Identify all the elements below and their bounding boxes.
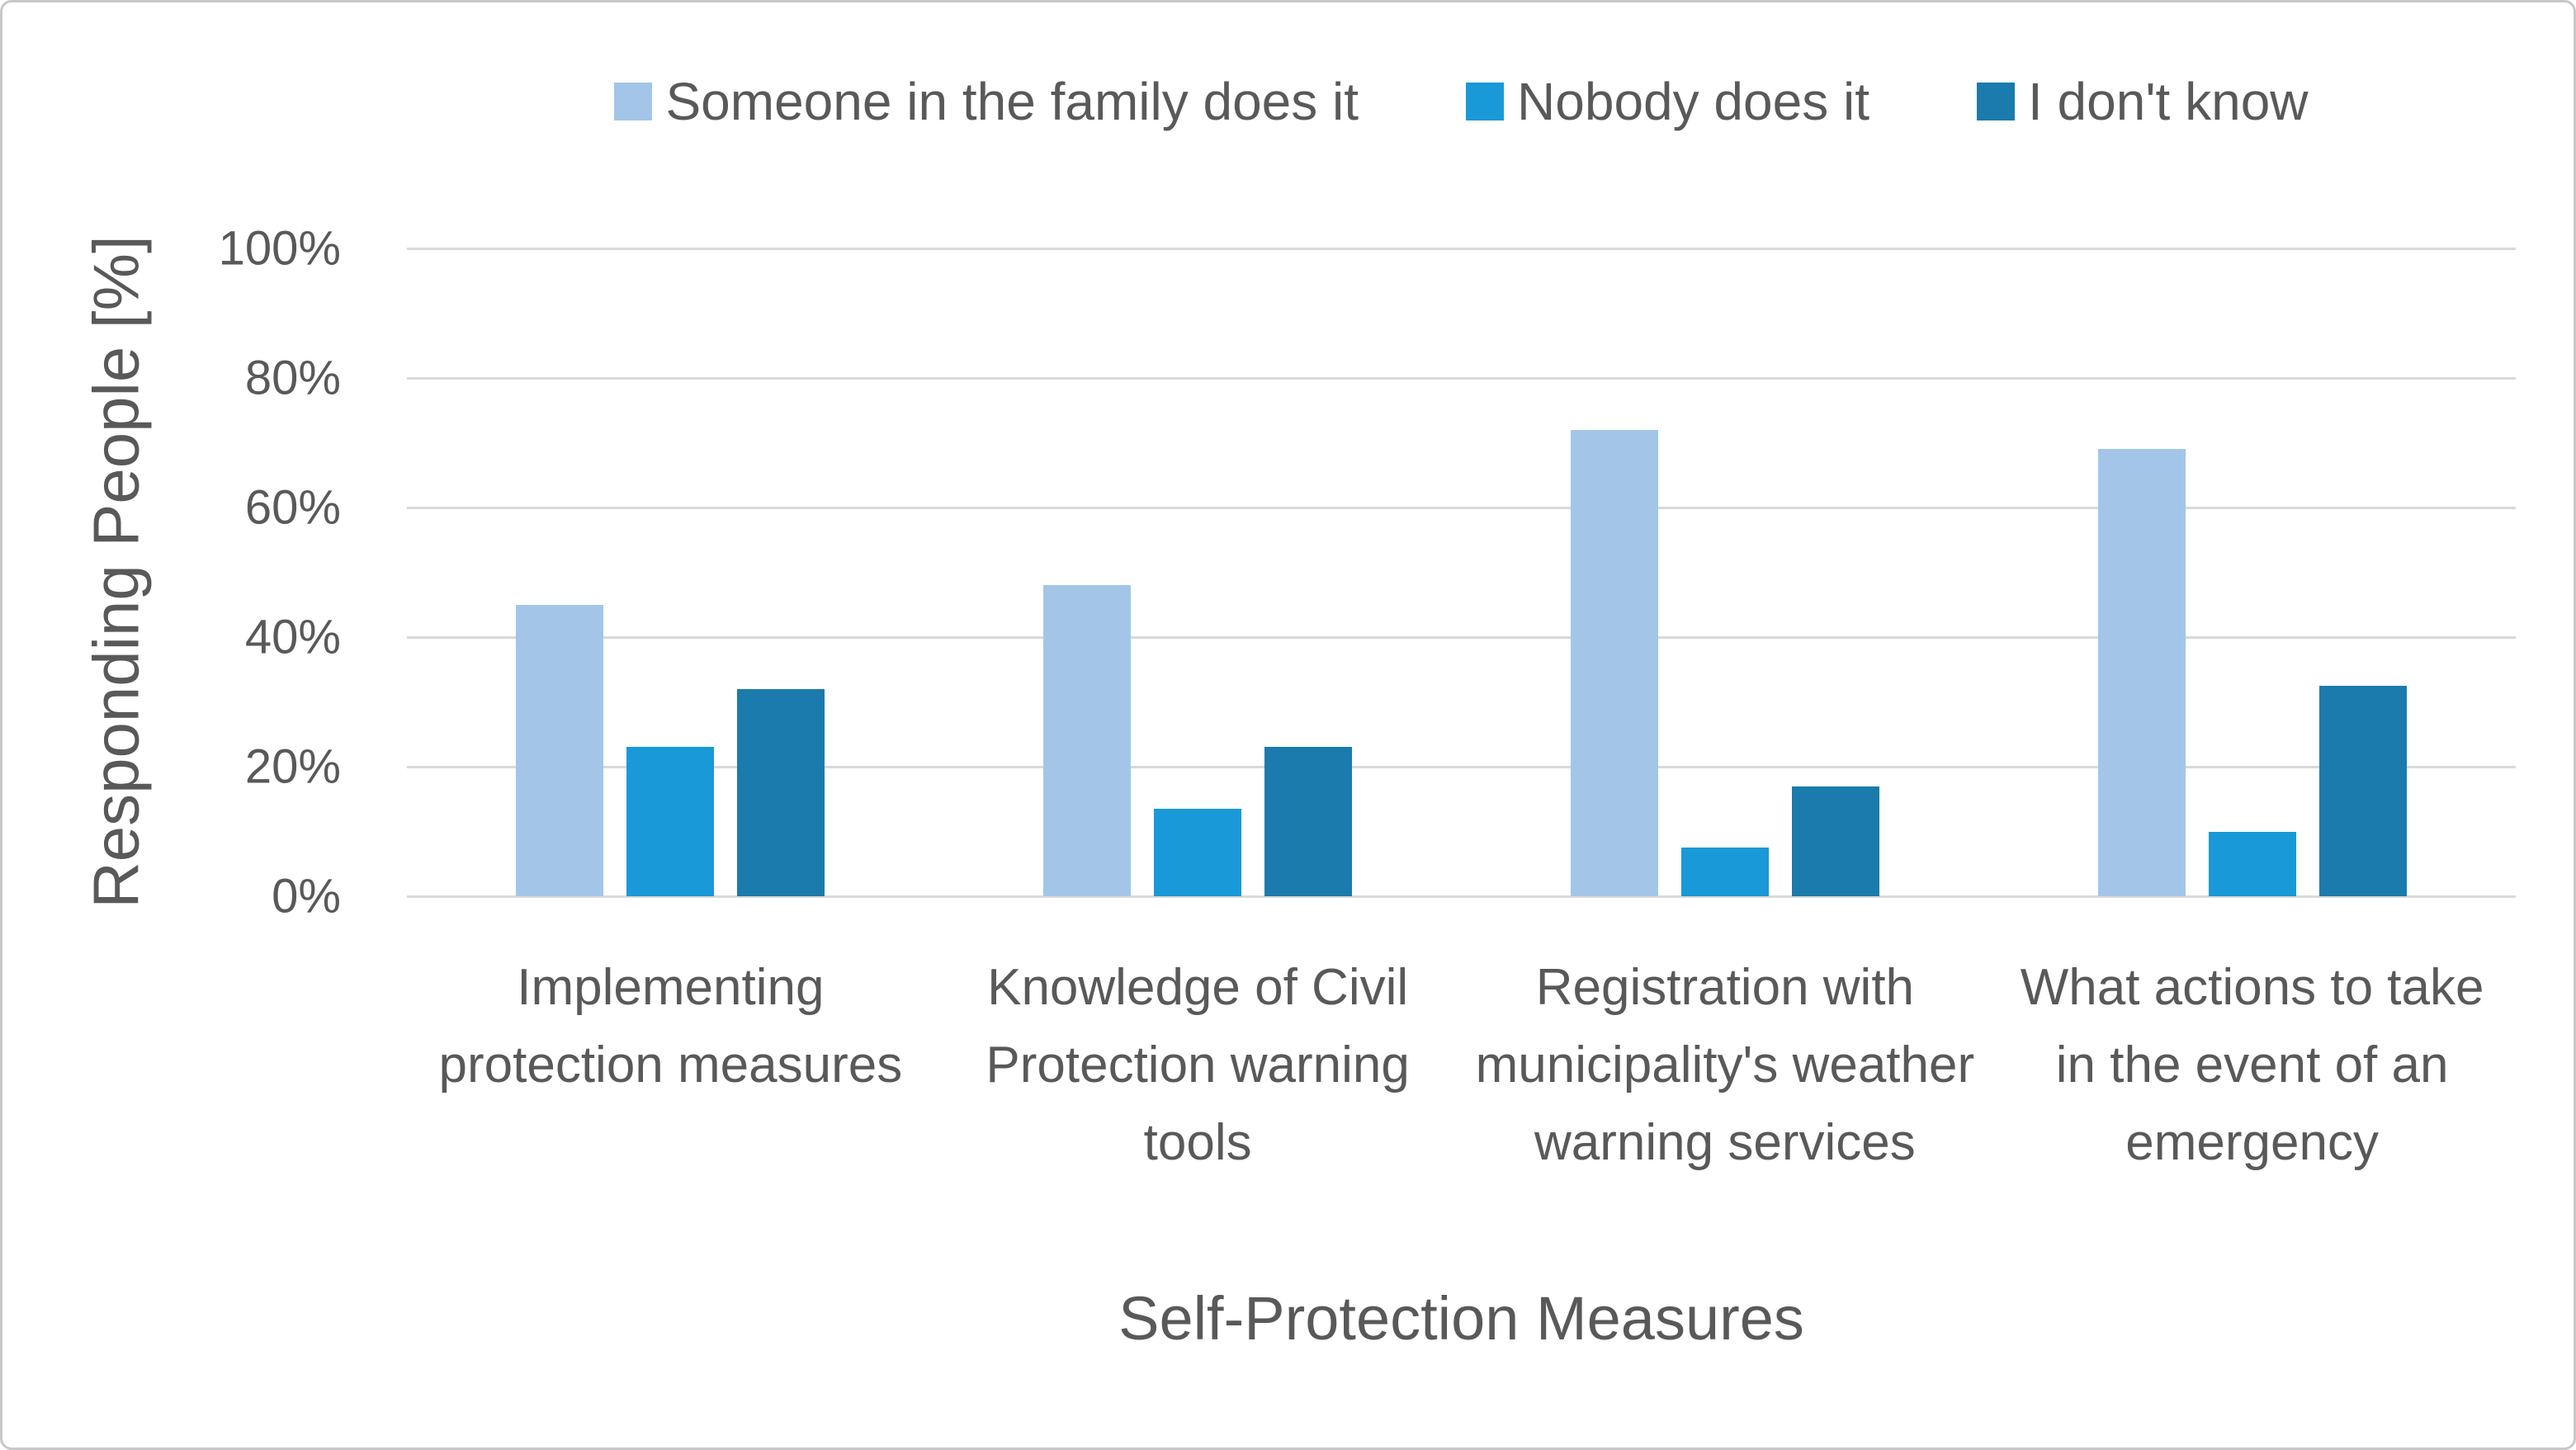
y-axis-tick-label: 40% [244, 610, 341, 664]
gridline [407, 376, 2516, 380]
x-category-label: Implementing protection measures [438, 959, 903, 1094]
gridline [407, 506, 2516, 509]
legend-swatch [1466, 83, 1505, 120]
y-axis-tick-label: 60% [244, 480, 341, 535]
bar [1043, 585, 1132, 896]
bar [1264, 747, 1353, 896]
legend: Someone in the family does it Nobody does… [407, 75, 2516, 128]
y-axis-tick-label: 100% [218, 221, 341, 276]
x-category-label: Registration with municipality's weather… [1475, 959, 1975, 1172]
bar [2318, 685, 2407, 896]
bar [1680, 848, 1769, 896]
legend-item: I don't know [1976, 72, 2309, 131]
x-category-label: What actions to take in the event of an … [2020, 959, 2484, 1172]
gridline [407, 635, 2516, 639]
y-axis-tick-label: 80% [244, 351, 341, 405]
plot-area [407, 247, 2516, 898]
legend-item: Someone in the family does it [614, 75, 1359, 128]
bar [737, 688, 825, 896]
y-axis-tick-label: 0% [272, 869, 341, 923]
gridline [407, 895, 2516, 898]
x-category-label: Knowledge of Civil Protection warning to… [985, 959, 1410, 1172]
x-axis-title: Self-Protection Measures [1118, 1284, 1804, 1353]
x-axis-category-labels: Implementing protection measures Knowledg… [407, 949, 2516, 1279]
bar [1154, 809, 1242, 896]
legend-label: Someone in the family does it [665, 72, 1359, 131]
y-axis-tick-labels: 0% 20% 40% 60% 80% 100% [102, 222, 341, 923]
gridline [407, 765, 2516, 768]
y-axis-tick-label: 20% [244, 739, 341, 794]
legend-item: Nobody does it [1466, 75, 1869, 128]
bar [626, 747, 715, 896]
bar [2208, 831, 2296, 896]
legend-swatch [614, 83, 653, 120]
bar [2097, 449, 2186, 896]
bar [1791, 786, 1879, 896]
bar [516, 604, 604, 896]
legend-label: I don't know [2027, 72, 2309, 131]
bar [1570, 429, 1658, 896]
gridline [407, 247, 2516, 250]
legend-label: Nobody does it [1517, 72, 1869, 131]
legend-swatch [1976, 83, 2015, 120]
